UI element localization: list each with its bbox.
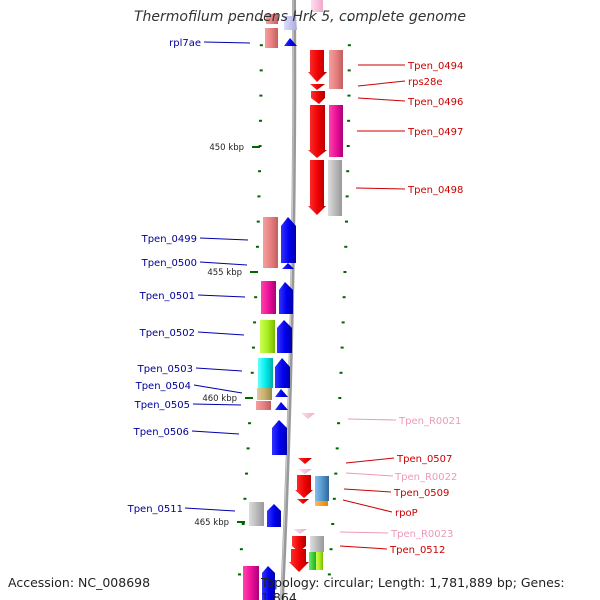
leader-line [357,80,406,87]
gene-label-rps28e[interactable]: rps28e [408,77,443,88]
gene-label-tpen-0498[interactable]: Tpen_0498 [407,185,463,196]
cog-box [258,358,273,388]
gene-arrow-reverse [277,320,292,353]
gene-arrows [262,16,327,600]
gene-label-tpen-0505[interactable]: Tpen_0505 [134,400,190,411]
gene-label-tpen-0496[interactable]: Tpen_0496 [407,97,463,108]
cog-box [263,217,278,268]
scale-label-450kbp: 450 kbp [209,143,244,153]
gene-arrow-reverse [284,16,297,30]
gene-arrow-forward [298,458,312,464]
cog-box [315,476,329,501]
gene-label-tpen-0503[interactable]: Tpen_0503 [137,364,193,375]
gene-label-tpen-0502[interactable]: Tpen_0502 [139,328,195,339]
leader-line [191,430,240,435]
gene-label-rpop[interactable]: rpoP [395,508,418,519]
rna-arrow [301,413,315,419]
gene-label-tpen-0512[interactable]: Tpen_0512 [389,545,445,556]
rna-arrow [293,529,307,534]
cog-box [243,566,259,600]
scale-label-460kbp: 460 kbp [202,394,237,404]
leader-line [339,545,388,550]
gene-label-tpen-r0021[interactable]: Tpen_R0021 [398,416,461,427]
gene-arrow-reverse [267,504,281,527]
cog-box [329,50,343,89]
leader-line [184,507,236,512]
cog-box [249,502,264,526]
gene-arrow-reverse [281,217,296,263]
cog-box [315,501,328,506]
cog-box [257,388,272,400]
gene-label-rpl7ae[interactable]: rpl7ae [169,38,201,49]
gene-labels: rpl7ae Tpen_0499 Tpen_0500 Tpen_0501 Tpe… [127,38,464,556]
leader-line [355,187,406,190]
leader-line [345,472,394,477]
gene-arrow-reverse [275,402,288,410]
gene-arrow-reverse [275,389,288,397]
genome-summary-text: Topology: circular; Length: 1,781,889 bp… [261,575,565,600]
scale-label-455kbp: 455 kbp [207,268,242,278]
leader-line [192,403,242,406]
gene-label-tpen-0509[interactable]: Tpen_0509 [393,488,449,499]
gene-arrow-forward [308,50,327,82]
gene-label-tpen-0507[interactable]: Tpen_0507 [396,454,452,465]
leader-line [193,384,243,394]
gene-label-tpen-0506[interactable]: Tpen_0506 [133,427,189,438]
cog-box [329,105,343,157]
cog-box [311,0,323,12]
cog-box [328,160,342,216]
cog-box [261,281,276,314]
genome-title: Thermofilum pendens Hrk 5, complete geno… [133,9,467,25]
gene-label-tpen-r0022[interactable]: Tpen_R0022 [394,472,457,483]
gene-arrow-forward [311,91,325,104]
gene-arrow-reverse [262,566,275,600]
leader-line [195,367,243,372]
gene-label-tpen-0500[interactable]: Tpen_0500 [141,258,197,269]
gene-arrow-forward [308,105,327,158]
gene-label-tpen-0501[interactable]: Tpen_0501 [139,291,195,302]
cog-box [310,536,324,552]
gene-label-tpen-r0023[interactable]: Tpen_R0023 [390,529,453,540]
cog-box [266,14,278,24]
scale-marks: 450 kbp 455 kbp 460 kbp 465 kbp [194,143,260,528]
leader-line [197,331,245,336]
cog-box [316,552,323,570]
cog-box [265,28,278,48]
gene-label-tpen-0497[interactable]: Tpen_0497 [407,127,463,138]
gene-arrow-forward [295,475,313,498]
cog-box [309,552,316,570]
gene-arrow-reverse [282,263,294,269]
leader-line [343,488,392,493]
leader-line [342,499,393,513]
leader-line [347,418,397,421]
leader-line [203,41,251,44]
rna-arrow [298,469,312,474]
gene-label-tpen-0511[interactable]: Tpen_0511 [127,504,183,515]
cog-box [256,401,271,410]
gene-arrow-forward [297,499,309,504]
label-leader-lines [184,41,406,550]
leader-line [357,97,406,102]
gene-arrow-forward [310,84,325,90]
gene-arrow-forward [289,549,309,572]
leader-line [345,457,395,464]
leader-line [199,237,249,241]
leader-line [199,261,248,266]
leader-line [197,294,246,298]
gene-arrow-reverse [279,282,293,314]
gene-arrow-reverse [275,358,290,388]
gene-label-tpen-0504[interactable]: Tpen_0504 [135,381,191,392]
gene-label-tpen-0499[interactable]: Tpen_0499 [141,234,197,245]
gene-label-tpen-0494[interactable]: Tpen_0494 [407,61,463,72]
gene-arrow-forward [292,536,306,552]
cog-box [260,320,275,353]
gene-arrow-reverse [284,38,297,46]
gene-arrow-forward [308,160,326,215]
scale-label-465kbp: 465 kbp [194,518,229,528]
gene-arrow-reverse [272,420,287,455]
accession-text: Accession: NC_008698 [8,575,151,590]
leader-line [339,531,389,534]
